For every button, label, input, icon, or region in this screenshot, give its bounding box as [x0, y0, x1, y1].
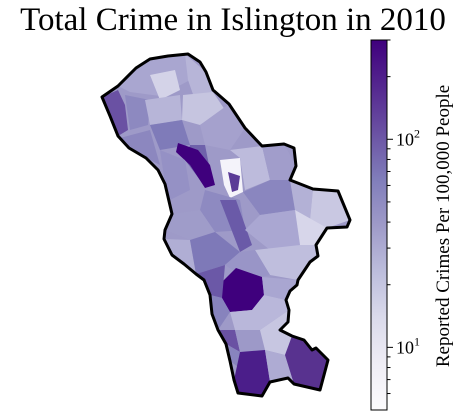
- colorbar-tick-label: 102: [396, 126, 420, 149]
- colorbar: [370, 39, 388, 411]
- colorbar-tick-label: 101: [396, 334, 420, 357]
- colorbar-label: Reported Crimes Per 100,000 People: [433, 84, 454, 368]
- map-title: Total Crime in Islington in 2010: [20, 2, 446, 38]
- colorbar-ticks: 101 102: [387, 39, 420, 395]
- borough-outline: [100, 52, 352, 398]
